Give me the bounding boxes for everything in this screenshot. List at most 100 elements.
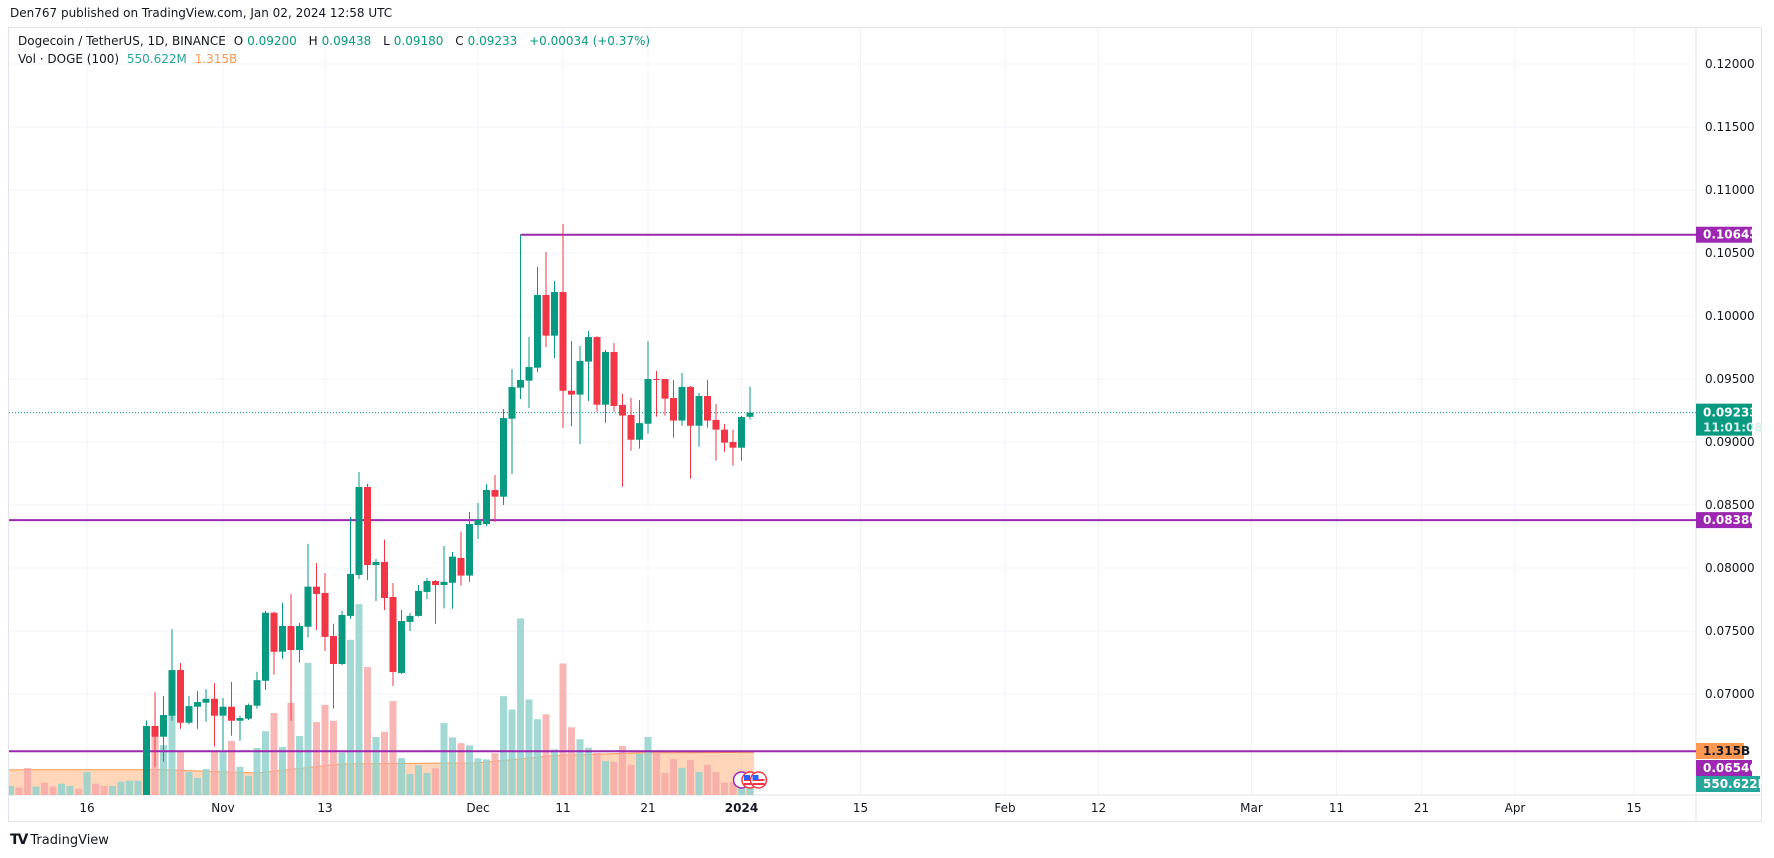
level-price-tag: 0.10645 xyxy=(1703,228,1758,242)
candle-body xyxy=(304,586,312,627)
candle-body xyxy=(738,417,745,448)
price-tick-label: 0.11500 xyxy=(1705,120,1755,134)
time-tick-label: Mar xyxy=(1240,801,1263,815)
time-tick-label: Nov xyxy=(211,801,234,815)
volume-bar xyxy=(41,782,48,795)
volume-bar xyxy=(219,750,227,795)
volume-bar xyxy=(500,696,507,795)
candle-body xyxy=(746,412,754,417)
flag-stripe xyxy=(752,783,765,785)
volume-bar xyxy=(177,751,184,795)
volume-bar xyxy=(483,759,490,795)
candle-body xyxy=(253,680,261,706)
candle-body xyxy=(551,292,558,336)
volume-bar xyxy=(466,745,473,795)
volume-bar xyxy=(627,764,635,795)
volume-bar xyxy=(75,788,82,795)
vol-tag-bg xyxy=(1696,776,1760,792)
volume-bar xyxy=(296,736,303,795)
candle-body xyxy=(670,398,677,421)
legend-main: Dogecoin / TetherUS, 1D, BINANCE O 0.0920… xyxy=(18,34,654,48)
volume-bar xyxy=(474,758,482,795)
volume-bar xyxy=(83,771,91,795)
volume-bar xyxy=(449,737,456,795)
volume-bar xyxy=(678,767,686,795)
candle-body xyxy=(236,718,244,721)
volume-bar xyxy=(58,783,65,795)
legend-volume: Vol · DOGE (100) 550.622M 1.315B xyxy=(18,52,241,66)
flag-stripe xyxy=(744,783,756,785)
horizontal-levels[interactable] xyxy=(9,233,1696,753)
candle-body xyxy=(432,580,439,586)
candle-body xyxy=(712,419,720,430)
candle-body xyxy=(585,337,592,362)
candle-body xyxy=(330,636,337,665)
volume-bar xyxy=(610,761,618,795)
price-tick-label: 0.09500 xyxy=(1705,372,1755,386)
volume-bar xyxy=(321,704,329,795)
time-tick-label: 11 xyxy=(1329,801,1344,815)
candle-body xyxy=(559,292,567,391)
volume-bar xyxy=(593,752,601,795)
time-tick-label: Feb xyxy=(994,801,1015,815)
candle-body xyxy=(406,615,414,622)
price-axis[interactable]: 0.12000 0.11500 0.11000 0.10500 0.10000 0.095… xyxy=(1705,57,1755,701)
volume-bar xyxy=(381,731,388,795)
time-tick-label: 12 xyxy=(1091,801,1106,815)
candle-body xyxy=(721,429,728,443)
tradingview-logo-icon: TV xyxy=(10,832,28,848)
candle-body xyxy=(610,352,618,406)
volume-bar xyxy=(117,781,125,795)
price-tick-label: 0.10500 xyxy=(1705,246,1755,260)
candle-body xyxy=(389,596,397,672)
vol-tag: 550.622M xyxy=(1703,777,1770,791)
candle-body xyxy=(245,705,252,719)
candle-body xyxy=(211,698,218,716)
volume-bar xyxy=(687,760,694,795)
volume-bar xyxy=(355,604,363,795)
ohlc-close: C 0.09233 xyxy=(455,34,518,48)
flag-canton xyxy=(752,775,759,780)
volume-bar xyxy=(194,777,201,795)
volume-bar xyxy=(695,771,703,795)
time-tick-label: Apr xyxy=(1505,801,1526,815)
candle-body xyxy=(457,557,465,576)
level-price-tag: 0.06546 xyxy=(1703,761,1758,775)
volume-bar xyxy=(551,749,558,795)
candle-body xyxy=(627,415,635,440)
price-tick-label: 0.07000 xyxy=(1705,687,1755,701)
volume-bar xyxy=(168,690,176,795)
volume-pane xyxy=(9,604,755,795)
volume-bar xyxy=(304,662,312,795)
volume-bar xyxy=(721,782,728,795)
events[interactable] xyxy=(732,771,768,789)
volume-bar xyxy=(66,785,74,795)
candle-body xyxy=(338,614,346,665)
volume-indicator-title[interactable]: Vol · DOGE (100) xyxy=(18,52,120,66)
price-tick-label: 0.09000 xyxy=(1705,435,1755,449)
candle-body xyxy=(219,706,227,716)
brand-name: TradingView xyxy=(30,832,109,848)
volume-bar xyxy=(653,752,660,795)
price-tick-label: 0.10000 xyxy=(1705,309,1755,323)
price-tick-label: 0.07500 xyxy=(1705,624,1755,638)
candle-body xyxy=(398,621,405,673)
vol-ma-tag: 1.315B xyxy=(1703,744,1750,758)
footer: TV TradingView xyxy=(10,832,109,848)
candle-body xyxy=(678,386,686,421)
symbol-title[interactable]: Dogecoin / TetherUS, 1D, BINANCE xyxy=(18,34,226,48)
candle-body xyxy=(593,337,601,405)
candle-body xyxy=(695,396,703,426)
candle-body xyxy=(321,592,329,637)
candle-body xyxy=(704,396,711,421)
candle-body xyxy=(355,486,363,575)
time-axis[interactable]: 16 Nov 13 Dec 11 21 2024 15 Feb 12 Mar 11 21 Apr 15 xyxy=(79,801,1641,815)
us-flag-icon[interactable] xyxy=(749,771,768,789)
volume-bar xyxy=(185,771,193,795)
volume-bar xyxy=(661,772,669,795)
volume-bar xyxy=(211,750,218,795)
grid xyxy=(9,28,1762,821)
level-price-tag: 0.08380 xyxy=(1703,513,1758,527)
volume-bar xyxy=(398,758,405,795)
